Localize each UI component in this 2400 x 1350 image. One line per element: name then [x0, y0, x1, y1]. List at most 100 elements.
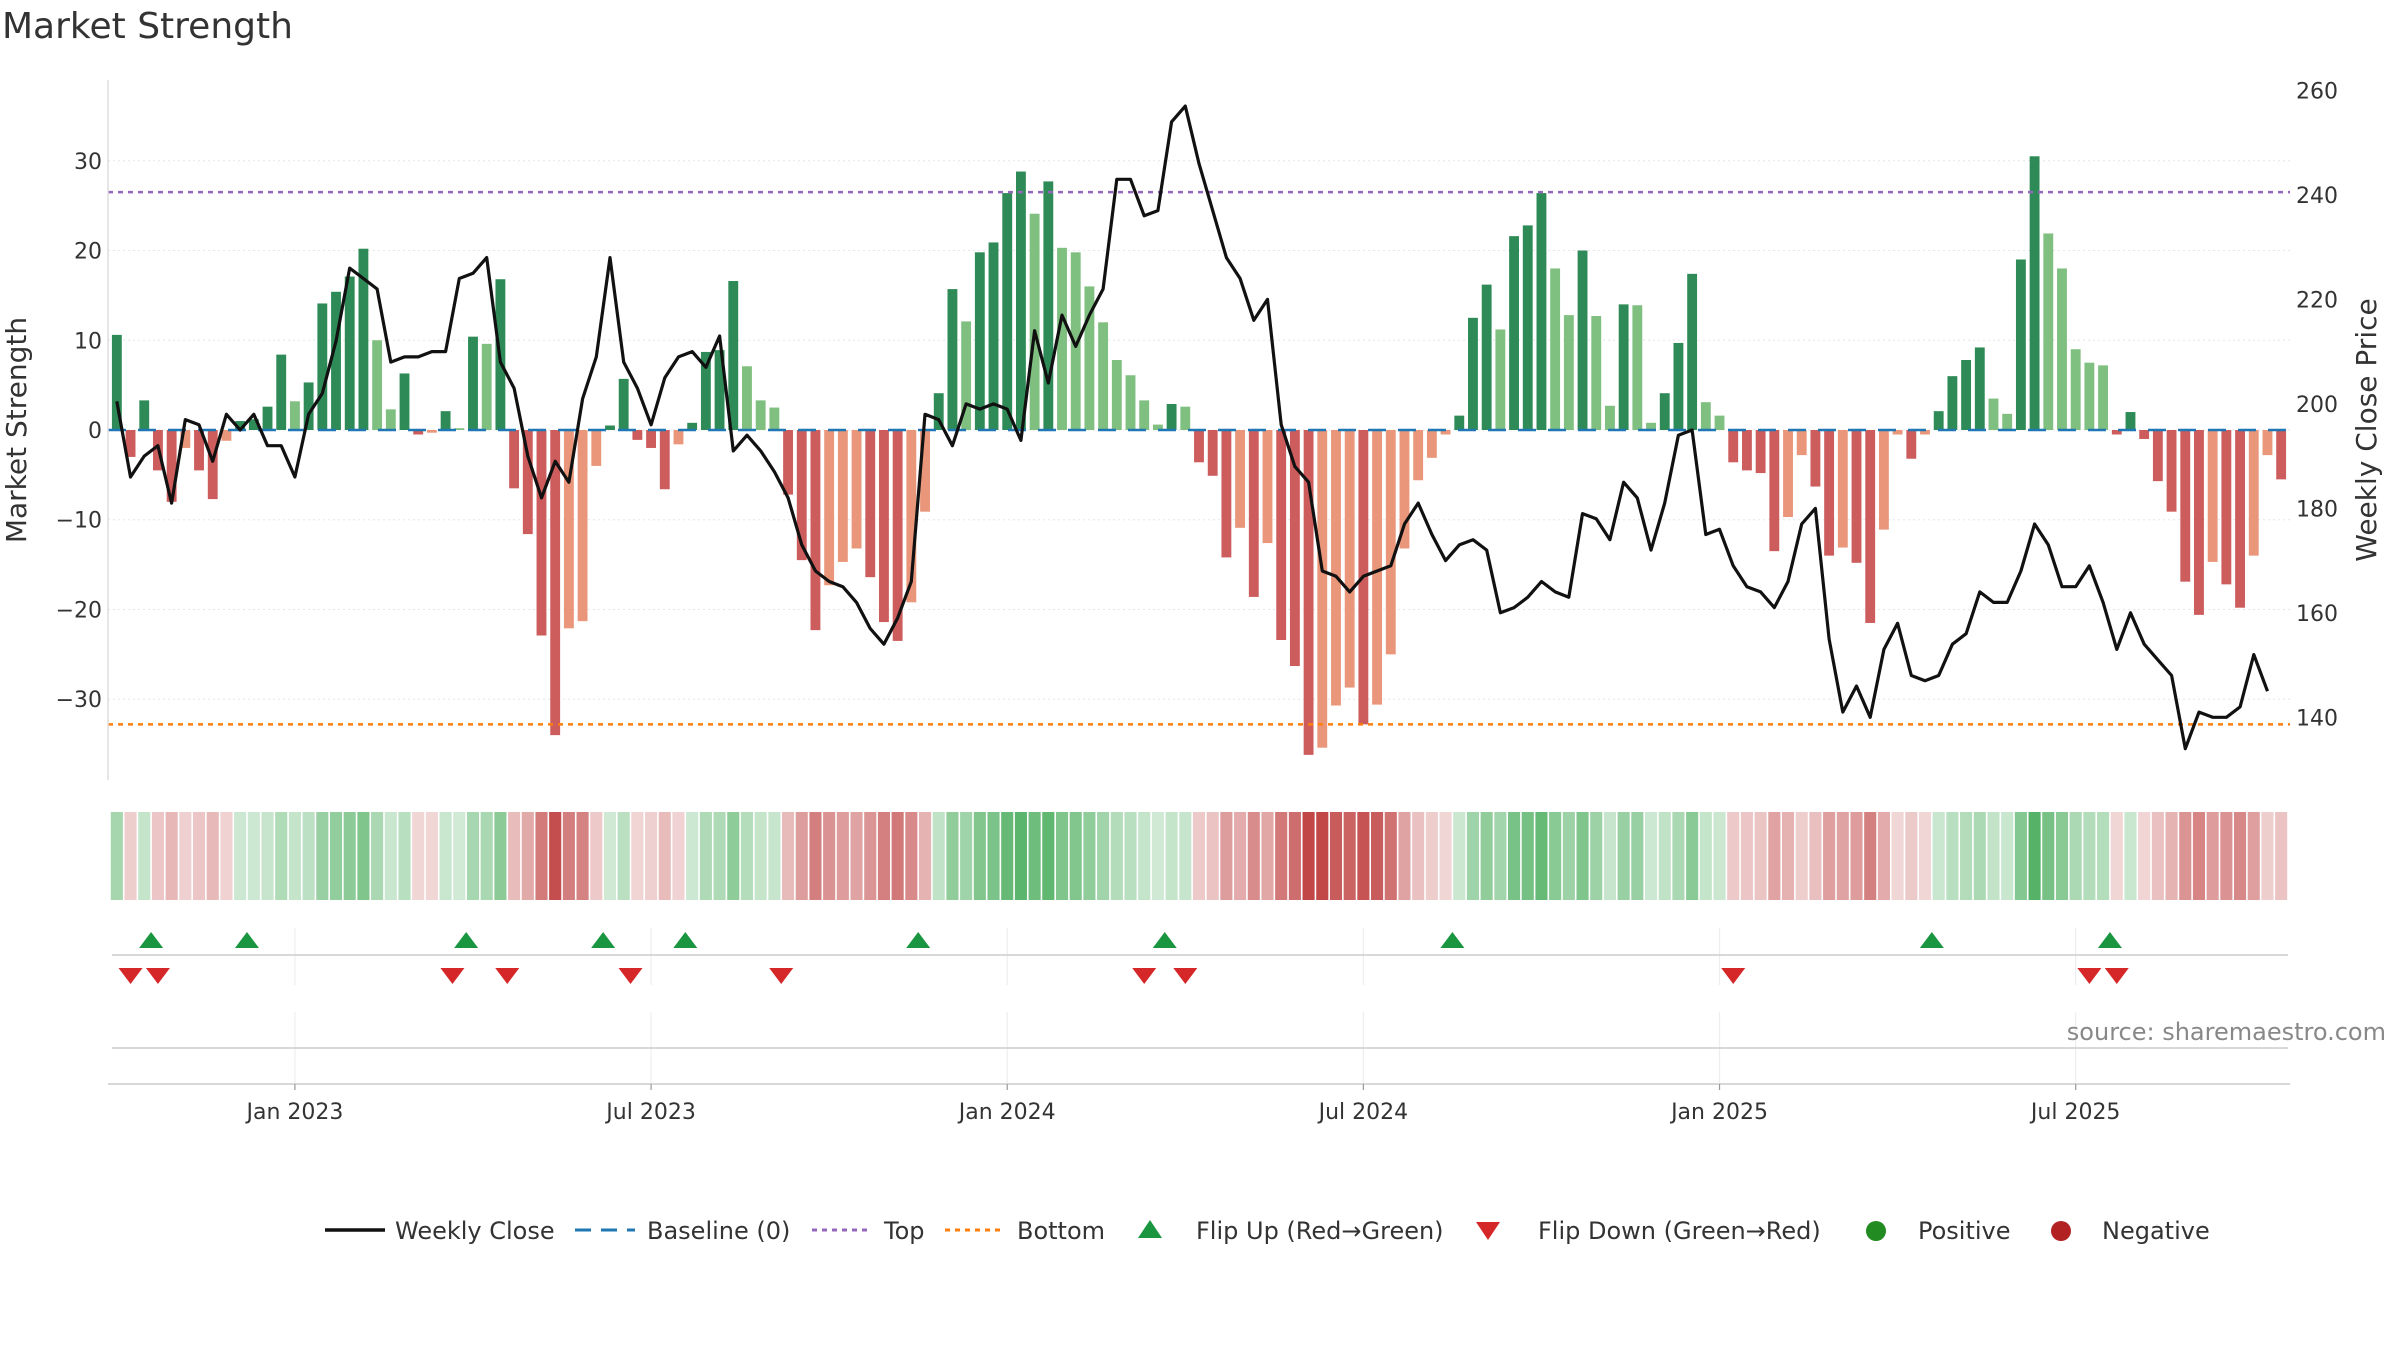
heat-cell	[480, 812, 493, 900]
strength-bar	[1481, 284, 1492, 430]
heat-cell	[1823, 812, 1836, 900]
strength-bar	[618, 378, 629, 430]
flip-down-marker	[1173, 968, 1198, 984]
heat-cell	[2001, 812, 2014, 900]
heat-cell	[1987, 812, 2000, 900]
strength-bar	[509, 430, 520, 489]
heat-cell	[234, 812, 247, 900]
heat-cell	[206, 812, 219, 900]
legend-negative-icon	[2051, 1221, 2071, 1241]
strength-heatmap-strip	[110, 812, 2288, 900]
strength-bar	[2057, 268, 2067, 430]
heat-cell	[275, 812, 288, 900]
heat-cell	[877, 812, 890, 900]
strength-bar	[851, 430, 862, 549]
flip-down-marker	[618, 968, 643, 984]
heat-cell	[384, 812, 397, 900]
heat-cell	[1891, 812, 1904, 900]
heat-cell	[768, 812, 781, 900]
heat-cell	[1781, 812, 1795, 900]
heat-cell	[549, 812, 562, 900]
heat-cell	[1412, 812, 1425, 900]
heat-cell	[1494, 812, 1507, 900]
strength-bar	[2029, 156, 2040, 431]
strength-bar	[2111, 430, 2122, 435]
strength-bar	[1043, 181, 1054, 430]
heat-cell	[891, 812, 904, 900]
heat-cell	[425, 812, 438, 900]
heat-cell	[1850, 812, 1863, 900]
y-tick-right-label: 260	[2296, 79, 2338, 104]
strength-bar	[1084, 286, 1095, 430]
heat-cell	[2234, 812, 2247, 900]
strength-bar	[1892, 430, 1903, 435]
strength-bar	[426, 430, 437, 433]
strength-bar	[1070, 252, 1081, 430]
heat-cell	[1097, 812, 1110, 900]
x-tick-label: Jul 2024	[1317, 1100, 1409, 1125]
legend-flip-up-label: Flip Up (Red→Green)	[1196, 1217, 1444, 1245]
heat-cell	[220, 812, 233, 900]
strength-bar	[1276, 430, 1287, 640]
flip-up-marker	[454, 932, 479, 948]
strength-bar	[1741, 430, 1752, 471]
heat-cell	[138, 812, 151, 900]
strength-bar	[111, 334, 122, 430]
heat-cell	[110, 812, 123, 900]
heat-cell	[329, 812, 343, 900]
strength-bar	[892, 430, 903, 641]
x-tick-label: Jan 2024	[957, 1100, 1056, 1125]
strength-bar	[1303, 430, 1314, 755]
heat-cell	[1658, 812, 1671, 900]
strength-bar	[1029, 213, 1040, 430]
heat-cell	[192, 812, 206, 900]
flip-down-marker	[118, 968, 143, 984]
strength-bar	[1235, 430, 1246, 528]
heat-cell	[371, 812, 384, 900]
heat-cell	[1946, 812, 1959, 900]
heat-cell	[946, 812, 959, 900]
strength-bar	[303, 382, 314, 430]
y-tick-left-label: −30	[56, 688, 102, 713]
heat-cell	[1343, 812, 1356, 900]
heat-cell	[1220, 812, 1233, 900]
strength-bar	[1385, 430, 1396, 655]
heat-cell	[1918, 812, 1932, 900]
heat-cell	[1055, 812, 1069, 900]
strength-bar	[194, 430, 204, 471]
legend-negative-label: Negative	[2102, 1217, 2210, 1245]
strength-bar	[1139, 400, 1150, 430]
strength-bar	[714, 350, 725, 430]
strength-bar	[1920, 430, 1930, 435]
heat-cell	[288, 812, 301, 900]
strength-bar	[317, 303, 328, 430]
strength-bar	[659, 430, 670, 490]
heat-cell	[2247, 812, 2260, 900]
strength-bar	[289, 401, 300, 430]
reference-lines	[108, 190, 2290, 726]
heat-cell	[1001, 812, 1014, 900]
heat-cell	[1686, 812, 1699, 900]
strength-bar	[2180, 430, 2191, 582]
strength-bar	[2194, 430, 2204, 615]
heat-cell	[603, 812, 617, 900]
strength-bar	[947, 289, 958, 430]
y-tick-left-label: 30	[74, 150, 102, 175]
strength-bar	[1755, 430, 1766, 474]
price-line-layer	[115, 104, 2269, 751]
strength-bar	[1933, 411, 1944, 430]
legend-weekly-close-label: Weekly Close	[395, 1217, 555, 1245]
flip-down-marker	[495, 968, 520, 984]
heat-cell	[2179, 812, 2192, 900]
x-tick-label: Jan 2025	[1669, 1100, 1768, 1125]
strength-bar	[550, 430, 561, 736]
strength-bar	[2207, 430, 2218, 562]
strength-bar	[139, 400, 150, 430]
strength-bar	[1961, 360, 1972, 430]
strength-bar	[646, 430, 657, 448]
strength-bar	[1550, 268, 1561, 430]
strength-bar	[755, 400, 766, 430]
strength-bar	[1536, 193, 1547, 430]
y-tick-right-label: 160	[2296, 602, 2338, 627]
strength-bar	[769, 407, 780, 430]
